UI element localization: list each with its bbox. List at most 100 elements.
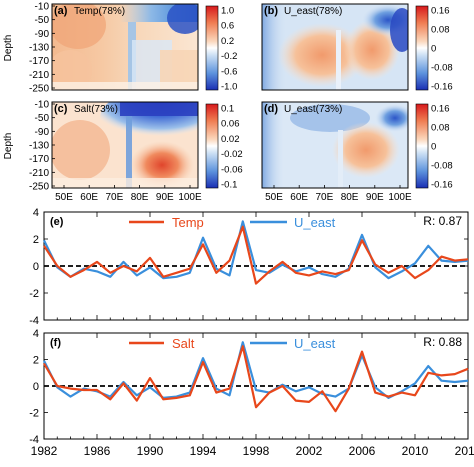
colorbar-c: [205, 103, 219, 189]
map-d-label: (d): [264, 103, 278, 115]
map-xtick-label: 60E: [290, 192, 308, 203]
map-xtick-label: 80E: [131, 192, 149, 203]
map-ytick-label: -50: [35, 15, 50, 26]
xtick-label: 2010: [402, 444, 429, 458]
series-line-temp: [43, 225, 469, 285]
map-panel-d: [261, 101, 409, 189]
ytick-label: 4: [33, 328, 39, 340]
colorbar-d: [415, 103, 429, 189]
panel-label: (e): [50, 216, 64, 228]
map-xtick-label: 50E: [55, 192, 73, 203]
map-d-title: U_east(73%): [284, 104, 342, 115]
map-tick-labels: -10 -50 -90 -130 -170 -210 -250 1.0 0.6 0.2 -0.2 -0…: [29, 2, 453, 204]
map-a-label: (a): [54, 5, 68, 17]
colorbar-label: -0.1: [221, 180, 237, 191]
map-ytick-label: -250: [29, 84, 49, 95]
series-line-u_east: [43, 220, 469, 280]
map-c-ylabel: Depth: [3, 133, 14, 160]
ytick-label: 0: [33, 381, 39, 393]
map-d-field: [262, 102, 408, 188]
map-ytick-label: -130: [29, 141, 49, 152]
map-a-ylabel: Depth: [3, 35, 14, 62]
legend-label-u_east: U_east: [294, 336, 336, 351]
colorbar-label: -0.2: [221, 51, 237, 62]
map-ytick-label: -210: [29, 70, 49, 81]
colorbar-label: 0.16: [431, 6, 450, 17]
ytick-label: 0: [33, 261, 39, 273]
colorbar-label: 0.16: [431, 104, 450, 115]
xtick-label: 1986: [84, 444, 111, 458]
map-ytick-label: -50: [35, 113, 50, 124]
colorbar-label: 1.0: [221, 6, 234, 17]
map-ytick-label: -90: [35, 29, 50, 40]
xtick-label: 2014: [455, 444, 474, 458]
map-xtick-label: 90E: [366, 192, 384, 203]
map-xtick-label: 90E: [156, 192, 174, 203]
colorbar-a: [205, 5, 219, 91]
map-a-title: Temp(78%): [74, 6, 125, 17]
map-xtick-label: 50E: [265, 192, 283, 203]
ytick-label: -4: [29, 315, 39, 327]
map-b-title: U_east(78%): [284, 6, 342, 17]
map-b-field: [262, 4, 408, 90]
ytick-label: -2: [29, 408, 39, 420]
ytick-label: -2: [29, 288, 39, 300]
correlation-annotation: R: 0.87: [423, 214, 462, 228]
map-ytick-label: -10: [35, 2, 50, 13]
colorbar-label: 0.6: [221, 21, 234, 32]
map-ytick-label: -90: [35, 127, 50, 138]
map-ytick-label: -130: [29, 43, 49, 54]
panel-label: (f): [50, 337, 61, 349]
map-ytick-label: -210: [29, 168, 49, 179]
colorbar-label: -0.08: [431, 161, 453, 172]
map-ytick-label: -250: [29, 182, 49, 193]
xtick-label: 2002: [296, 444, 323, 458]
correlation-annotation: R: 0.88: [423, 335, 462, 349]
xtick-label: 1982: [31, 444, 58, 458]
map-xtick-label: 60E: [80, 192, 98, 203]
colorbar-label: 0.08: [431, 123, 450, 134]
colorbar-label: 0.1: [221, 104, 234, 115]
colorbar-label: -1.0: [221, 82, 237, 93]
timeseries-panel-e: -4 -2 0 2 4 (e) Temp U_east R: 0.87: [29, 207, 469, 327]
colorbar-label: -0.16: [431, 82, 453, 93]
map-c-field: [52, 102, 198, 188]
legend-label-temp: Temp: [172, 215, 204, 230]
colorbar-label: -0.16: [431, 180, 453, 191]
map-xtick-label: 70E: [316, 192, 334, 203]
colorbar-label: 0: [431, 44, 436, 55]
map-panel-a: [51, 3, 199, 91]
colorbar-label: 0.06: [221, 119, 240, 130]
legend-label-salt: Salt: [172, 336, 195, 351]
series-line-salt: [43, 345, 469, 413]
map-a-field: [52, 4, 198, 90]
map-xtick-label: 70E: [106, 192, 124, 203]
colorbar-label: 0.02: [221, 134, 240, 145]
map-ytick-label: -170: [29, 154, 49, 165]
ytick-label: 4: [33, 207, 39, 219]
map-xtick-label: 80E: [341, 192, 359, 203]
xtick-label: 1994: [190, 444, 217, 458]
colorbar-label: 0.08: [431, 25, 450, 36]
colorbar-label: -0.6: [221, 66, 237, 77]
colorbar-label: -0.08: [431, 63, 453, 74]
map-c-title: Salt(73%): [74, 104, 118, 115]
ytick-label: 2: [33, 355, 39, 367]
map-panel-c: [51, 101, 199, 189]
map-panel-b: [261, 3, 409, 91]
colorbar-label: -0.02: [221, 149, 243, 160]
xtick-label: 1990: [137, 444, 164, 458]
colorbar-label: 0.2: [221, 36, 234, 47]
timeseries-panel-f: -4 -2 0 2 4 1982 1986 1990 1994 1998 2002 2006 2010 2…: [29, 328, 474, 458]
map-c-label: (c): [54, 103, 68, 115]
colorbar-b: [415, 5, 429, 91]
xtick-label: 2006: [349, 444, 376, 458]
map-ytick-label: -170: [29, 56, 49, 67]
legend-label-u_east: U_east: [294, 215, 336, 230]
map-ytick-label: -10: [35, 100, 50, 111]
ytick-label: 2: [33, 234, 39, 246]
ytick-label: -4: [29, 434, 39, 446]
xtick-label: 1998: [243, 444, 270, 458]
colorbar-label: -0.06: [221, 164, 243, 175]
